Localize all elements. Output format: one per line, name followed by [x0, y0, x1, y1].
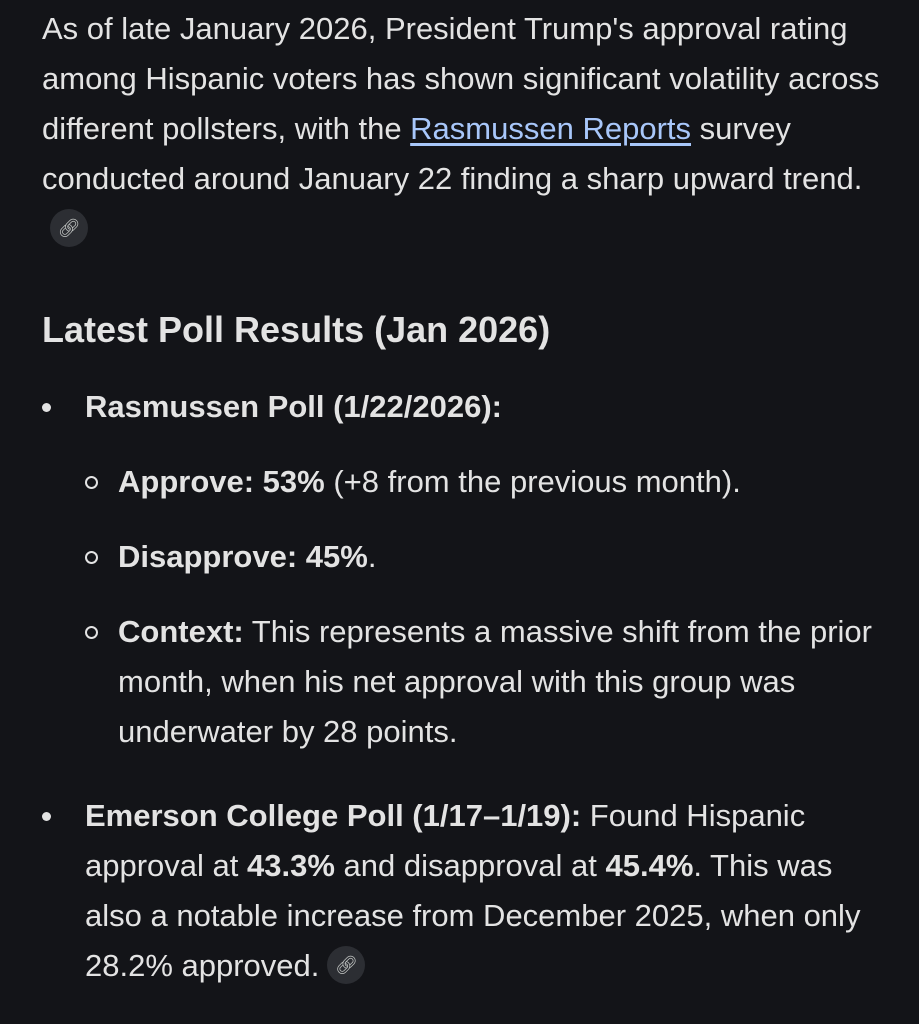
- list-item-disapprove: Disapprove: 45%.: [85, 532, 889, 582]
- intro-paragraph: As of late January 2026, President Trump…: [42, 4, 889, 254]
- list-item-approve: Approve: 53% (+8 from the previous month…: [85, 457, 889, 507]
- list-item-rasmussen: Rasmussen Poll (1/22/2026): Approve: 53%…: [42, 382, 889, 757]
- link-icon[interactable]: 🔗︎: [50, 208, 88, 247]
- list-item-context: Context: This represents a massive shift…: [85, 607, 889, 757]
- list-item-emerson: Emerson College Poll (1/17–1/19): Found …: [42, 791, 889, 991]
- poll-list: Rasmussen Poll (1/22/2026): Approve: 53%…: [42, 382, 889, 991]
- section-heading: Latest Poll Results (Jan 2026): [42, 309, 551, 350]
- link-icon[interactable]: 🔗︎: [327, 945, 366, 984]
- rasmussen-reports-link[interactable]: Rasmussen Reports: [410, 111, 692, 146]
- response-body: As of late January 2026, President Trump…: [42, 4, 889, 991]
